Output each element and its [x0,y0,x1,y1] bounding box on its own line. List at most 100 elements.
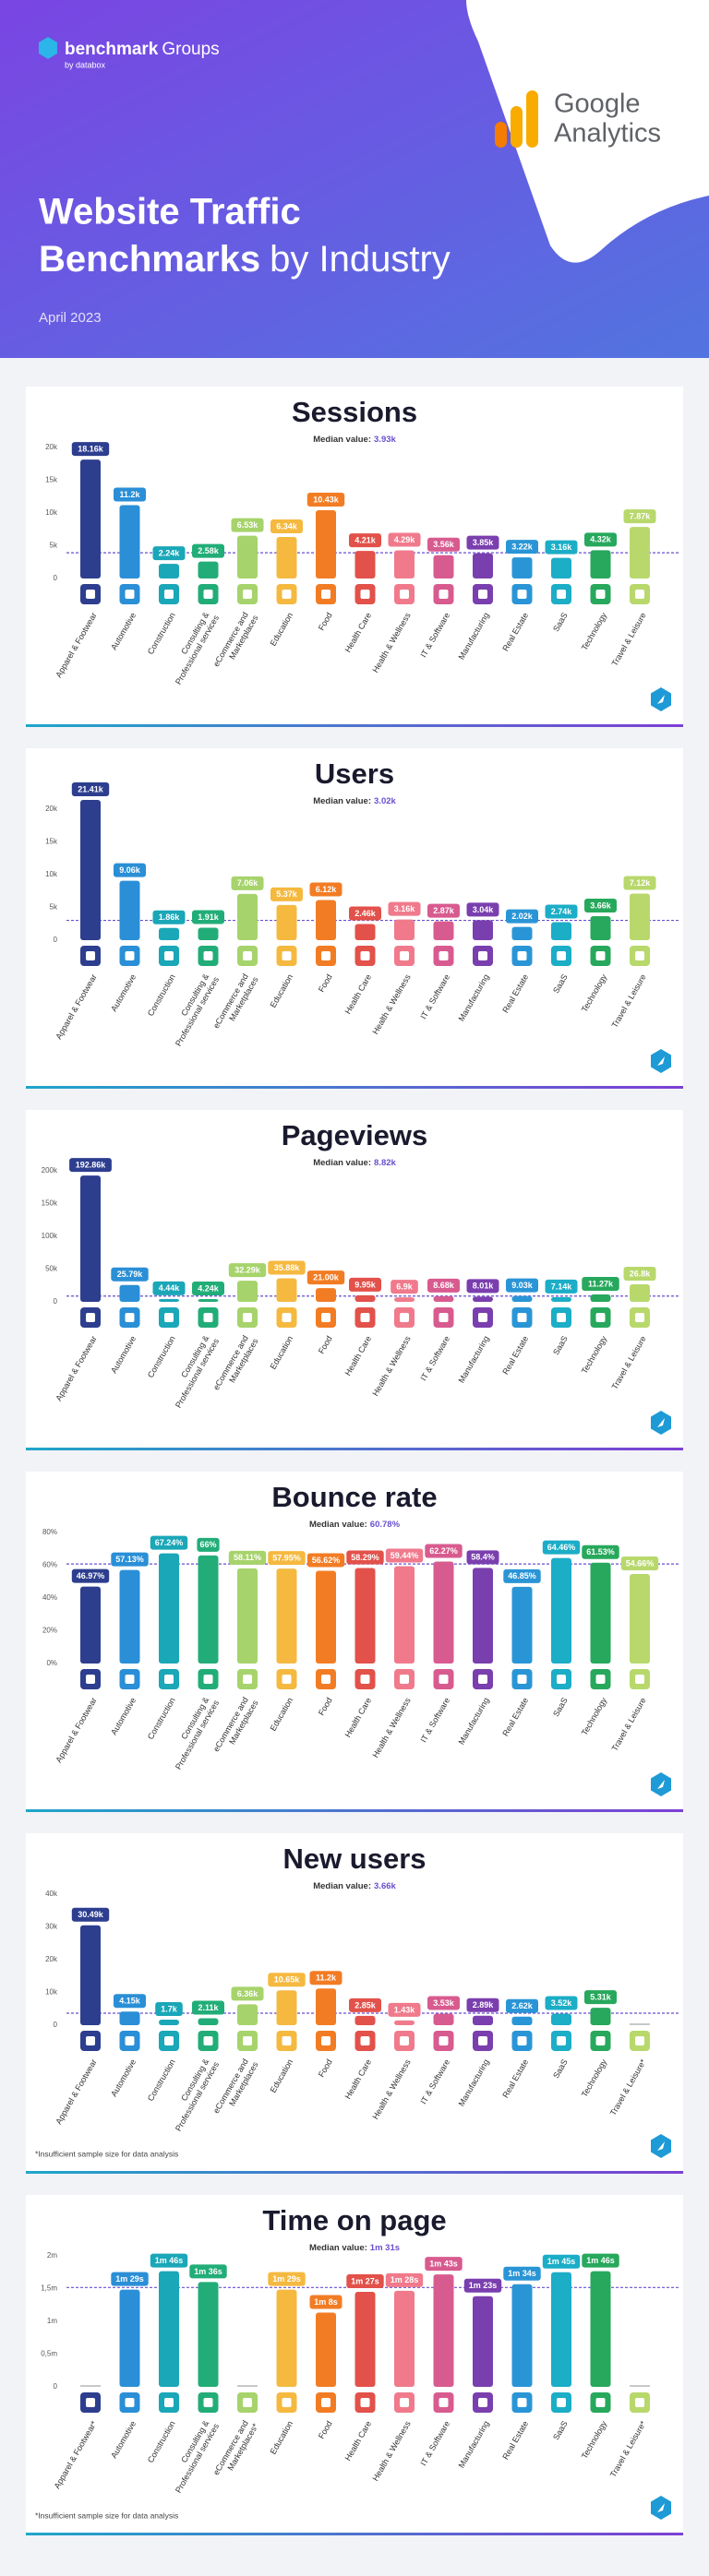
bar [511,1295,533,1302]
bar [159,2019,179,2025]
value-label: 67.24% [155,1538,184,1547]
value-label-box [545,1996,578,2010]
category-icon-glyph [557,590,566,599]
bar [394,919,415,940]
value-label-box [466,1279,499,1294]
value-label: 1m 46s [155,2256,184,2265]
value-label-box [388,2002,421,2017]
value-label-box [506,1278,538,1293]
category-icon-glyph [517,1675,527,1684]
category-icon-glyph [86,2036,95,2045]
value-label: 2.87k [433,906,455,915]
category-icon-glyph [321,1313,330,1322]
bar [119,2011,140,2025]
value-label: 2.46k [354,909,377,918]
bar [473,553,493,578]
footnote: *Insufficient sample size for data analy… [35,2149,178,2158]
bar [590,550,611,578]
value-label-box [306,1270,345,1285]
value-label-box [346,1550,384,1565]
value-label: 6.12k [316,885,338,894]
value-label-box [71,442,110,457]
value-label: 56.62% [312,1556,341,1565]
corner-logo-glyph [657,2141,665,2151]
value-label-box [228,1263,267,1278]
value-label: 2.02k [511,912,534,921]
category-icon-glyph [125,1675,135,1684]
partner-name: Google [554,89,641,119]
category-icon-glyph [243,2036,252,2045]
category-icon-glyph [517,2036,527,2045]
median-value: 1m 31s [370,2243,400,2253]
bar [80,1925,101,2025]
partner-logo [511,106,523,148]
category-icon-glyph [243,951,252,960]
bar [316,1988,336,2025]
card-rule [26,1086,683,1089]
bar [394,2020,415,2025]
value-label-box [192,2000,224,2015]
category-icon-glyph [203,1313,213,1322]
value-label: 7.14k [551,1282,573,1291]
brand-icon [39,37,57,59]
placeholder [80,2385,101,2387]
category-icon-glyph [557,2398,566,2407]
value-label-box [231,1986,264,2001]
bar [394,2290,415,2387]
bar [354,1294,376,1302]
footnote: *Insufficient sample size for data analy… [35,2510,178,2520]
value-label-box [545,904,578,919]
value-label-box [349,1998,381,2012]
bar [433,1295,454,1302]
category-icon-glyph [321,2398,330,2407]
category-icon-glyph [400,1313,409,1322]
value-label: 54.66% [626,1558,655,1568]
chart-card: Time on page Median value: 1m 31s 0 0,5m 1m 1,… [26,2195,683,2535]
value-label: 59.44% [391,1551,419,1560]
value-label: 58.11% [234,1553,261,1562]
category-icon-glyph [203,590,213,599]
date: April 2023 [39,310,102,326]
bar [590,916,611,940]
value-label: 2.89k [473,2000,495,2010]
chart-title: Time on page [262,2204,446,2236]
corner-logo-glyph [657,2503,665,2512]
category-icon-glyph [282,951,292,960]
value-label-box [545,1279,578,1294]
value-label: 7.06k [237,878,259,888]
category-icon-glyph [125,1313,135,1322]
value-label: 62.27% [429,1546,458,1556]
bar [433,921,454,940]
value-label: 32.29k [234,1265,261,1274]
value-label-box [623,876,656,890]
value-label-box [545,540,578,555]
category-icon-glyph [439,2036,449,2045]
category-icon-glyph [321,590,330,599]
value-label: 46.85% [508,1571,536,1580]
bar [237,893,258,940]
value-label-box [71,1907,110,1922]
y-tick-label: 40k [45,1890,58,1898]
category-icon-glyph [86,2398,95,2407]
y-tick-label: 10k [45,870,58,878]
category-icon-glyph [86,951,95,960]
value-label-box [385,1548,424,1563]
bar [511,2284,533,2387]
chart-card: Sessions Median value: 3.93k 0 5k 10k 15k 20k 18… [26,387,683,727]
value-label: 21.41k [78,784,104,793]
chart-card: Pageviews Median value: 8.82k 0 50k 100k 150k 2… [26,1110,683,1450]
bar [433,2013,454,2025]
value-label: 26.8k [630,1269,652,1278]
value-label: 1m 29s [115,2274,144,2284]
category-icon-glyph [557,1675,566,1684]
value-label: 9.03k [511,1281,534,1290]
value-label-box [506,909,538,924]
value-label-box [425,2257,463,2272]
value-label-box [309,882,342,897]
bar [511,557,533,578]
bar [630,527,650,578]
category-icon-glyph [400,951,409,960]
header-shape [466,0,709,263]
category-icon-glyph [360,951,370,960]
category-icon-glyph [203,951,213,960]
